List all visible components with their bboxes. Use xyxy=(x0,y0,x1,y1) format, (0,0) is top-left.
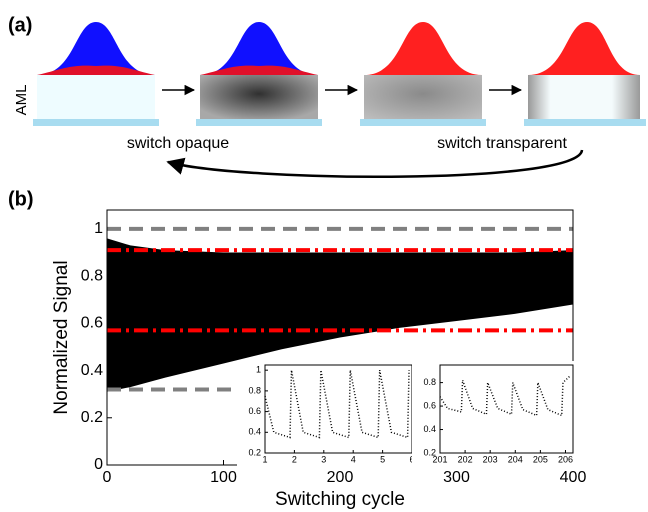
x-tick-label: 2 xyxy=(292,455,297,465)
y-tick-label: 0.8 xyxy=(423,377,436,387)
x-tick-label: 5 xyxy=(380,455,385,465)
x-tick-label: 203 xyxy=(483,455,498,465)
signal-band xyxy=(107,238,573,392)
note: switch opaque xyxy=(127,135,229,152)
y-tick-label: 0.4 xyxy=(248,427,261,437)
x-tick-label: 100 xyxy=(210,469,237,486)
x-axis-title: Switching cycle xyxy=(275,489,405,510)
x-tick-label: 0 xyxy=(103,469,112,486)
x-tick-label: 201 xyxy=(432,455,447,465)
y-tick-label: 0.6 xyxy=(248,406,261,416)
y-tick-label: 0.6 xyxy=(81,315,103,332)
y-tick-label: 0.6 xyxy=(423,400,436,410)
y-tick-label: 0.8 xyxy=(81,267,103,284)
cylinder xyxy=(196,22,322,126)
cylinder xyxy=(524,22,646,126)
y-tick-label: 0.4 xyxy=(81,362,103,379)
x-tick-label: 202 xyxy=(458,455,473,465)
x-tick-label: 204 xyxy=(508,455,523,465)
x-tick-label: 3 xyxy=(321,455,326,465)
inset-line xyxy=(264,370,410,439)
chart: 0 100 200 300 400 0 0.2 0.4 0.6 0.8 1 Switching cyc… xyxy=(8,188,586,510)
x-tick-label: 4 xyxy=(351,455,356,465)
y-tick-label: 0 xyxy=(94,456,103,473)
x-tick-label: 400 xyxy=(560,469,587,486)
y-tick-label: 0.4 xyxy=(423,424,436,434)
y-tick-label: 1 xyxy=(94,220,103,237)
y-tick-label: 0.2 xyxy=(248,447,261,457)
side-label: AML xyxy=(13,85,30,116)
y-tick-label: 0.2 xyxy=(81,409,103,426)
return-arrow xyxy=(166,149,584,179)
x-tick-label: 200 xyxy=(327,469,354,486)
y-tick-label: 1 xyxy=(256,365,261,375)
note: switch transparent xyxy=(437,135,567,152)
panel-label: (b) xyxy=(8,188,34,210)
x-tick-label: 205 xyxy=(533,455,548,465)
panel-label: (a) xyxy=(8,14,32,36)
x-tick-label: 206 xyxy=(558,455,573,465)
inset-frame xyxy=(439,364,574,454)
cylinder xyxy=(360,22,486,126)
cylinder xyxy=(33,22,159,126)
y-axis-title: Normalized Signal xyxy=(51,260,72,414)
x-tick-label: 300 xyxy=(443,469,470,486)
x-tick-label: 1 xyxy=(262,455,267,465)
inset-line xyxy=(439,375,572,417)
diagram: (a) AML switch opaque switch t xyxy=(8,14,646,179)
y-tick-label: 0.8 xyxy=(248,385,261,395)
y-tick-label: 0.2 xyxy=(423,447,436,457)
